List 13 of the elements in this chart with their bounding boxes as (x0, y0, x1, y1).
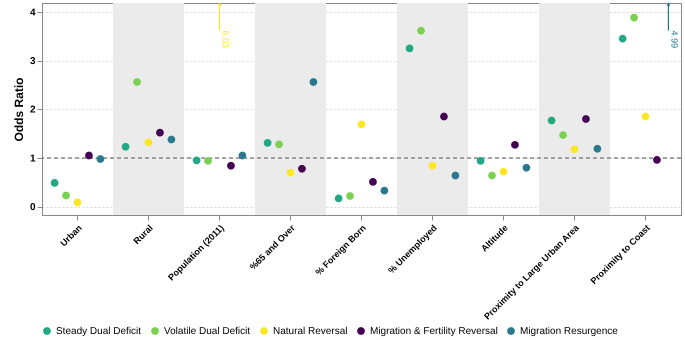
legend-label: Natural Reversal (273, 326, 348, 337)
y-tick-label: 1 (30, 153, 36, 164)
y-tick-label: 0 (30, 202, 36, 214)
y-axis-title: Odds Ratio (12, 77, 26, 142)
annotation: 4.99 (669, 30, 680, 48)
y-tick-label: 4 (30, 7, 36, 18)
legend-label: Migration Resurgence (520, 326, 618, 337)
annotation: 6.03 (220, 30, 230, 48)
y-tick-label: 2 (30, 104, 36, 116)
y-tick-label: 3 (30, 56, 36, 68)
legend-label: Migration & Fertility Reversal (370, 326, 498, 337)
legend-label: Volatile Dual Deficit (164, 326, 250, 337)
legend-label: Steady Dual Deficit (56, 326, 142, 337)
